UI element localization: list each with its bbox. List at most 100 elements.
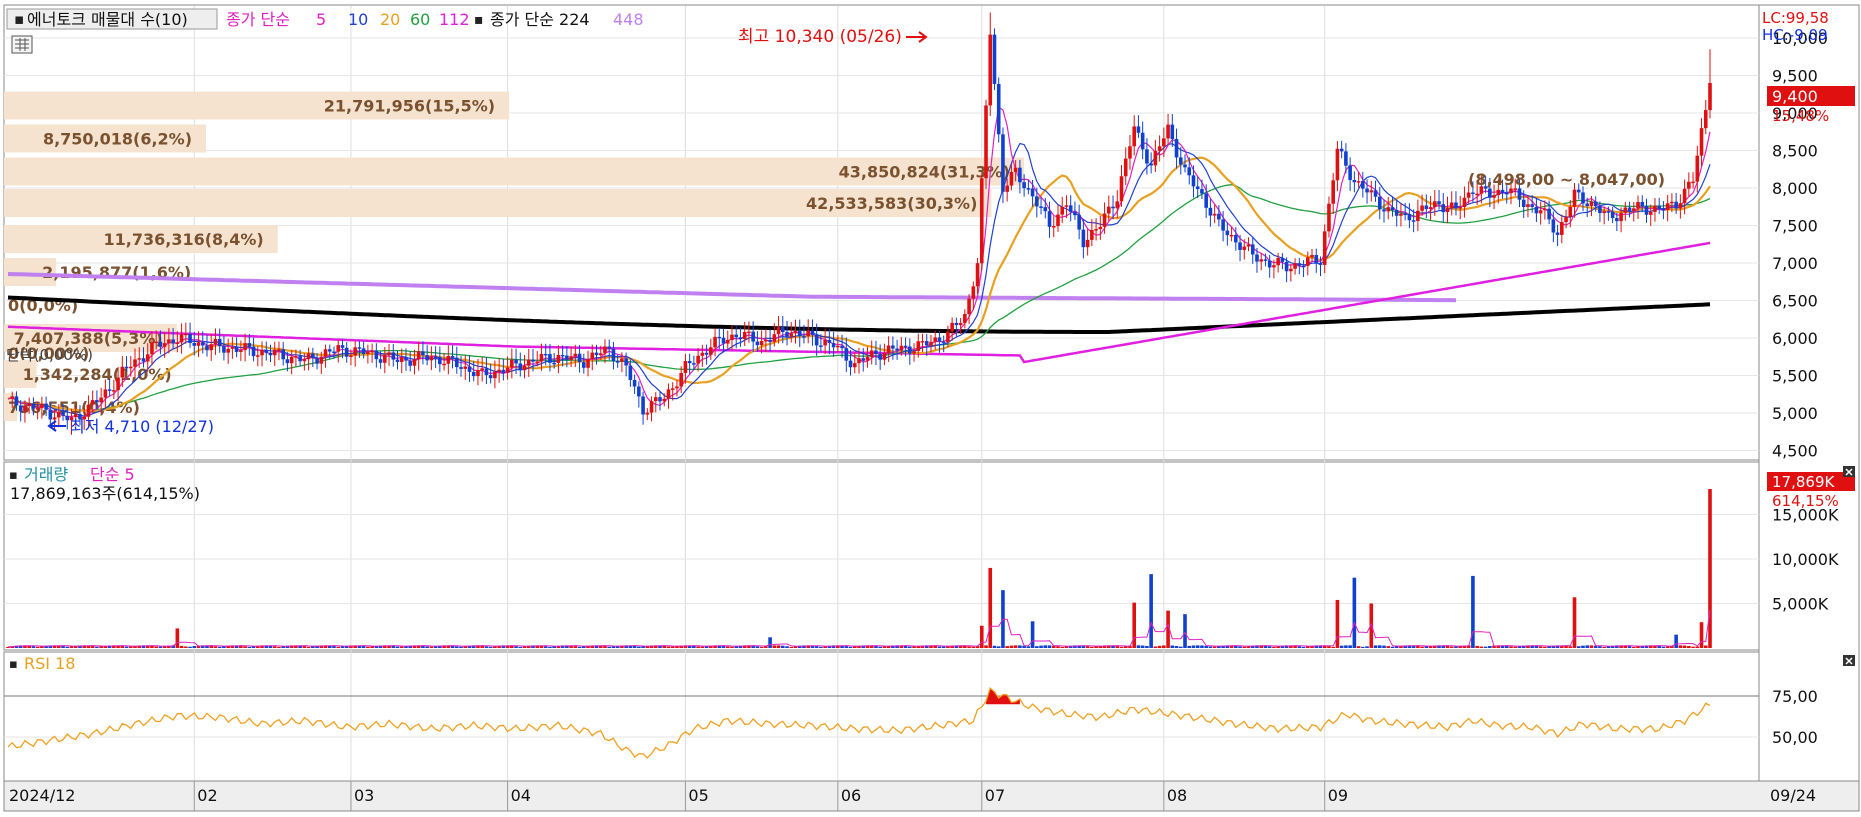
high-annotation: 최고 10,340 (05/26) bbox=[738, 27, 902, 47]
volume-bar bbox=[1581, 645, 1585, 648]
volume-bar bbox=[1234, 645, 1238, 648]
hc-label: HC:-9,09 bbox=[1762, 26, 1828, 44]
candle-body bbox=[569, 356, 573, 360]
candle-body bbox=[1005, 185, 1009, 192]
volume-bar bbox=[1547, 646, 1551, 648]
candle-body bbox=[1682, 188, 1687, 204]
volume-bar bbox=[239, 645, 243, 648]
low-arrow-icon bbox=[47, 420, 66, 432]
candle-body bbox=[806, 330, 810, 337]
volume-bar bbox=[1708, 488, 1712, 648]
volume-bar bbox=[14, 645, 19, 648]
candle-body bbox=[535, 361, 540, 363]
volume-bar bbox=[924, 645, 929, 648]
candle-body bbox=[1674, 201, 1678, 209]
volume-bar bbox=[615, 645, 620, 648]
volume-tick-label: 5,000K bbox=[1772, 595, 1829, 614]
volume-bar bbox=[958, 645, 963, 648]
candle-body bbox=[150, 342, 154, 355]
candle-body bbox=[565, 355, 569, 360]
volume-bar bbox=[1365, 646, 1369, 648]
volume-bar bbox=[196, 645, 201, 648]
volume-bar bbox=[1661, 646, 1666, 648]
volume-bar bbox=[306, 646, 311, 648]
candle-body bbox=[1094, 229, 1098, 231]
candle-body bbox=[954, 322, 959, 326]
volume-checkbox[interactable]: ▪ bbox=[9, 468, 18, 483]
candle-body bbox=[306, 353, 311, 360]
candle-body bbox=[734, 334, 739, 338]
legend-title: 에너토크 매물대 수(10) bbox=[27, 10, 188, 29]
candle-body bbox=[438, 356, 442, 365]
candle-body bbox=[429, 356, 434, 361]
volume-bar bbox=[1462, 645, 1467, 648]
candle-body bbox=[391, 352, 396, 360]
volume-bar bbox=[920, 645, 925, 648]
candle-body bbox=[1598, 206, 1602, 214]
volume-bar bbox=[264, 645, 269, 648]
volume-bar bbox=[480, 645, 484, 648]
candle-body bbox=[1128, 146, 1132, 159]
volume-tick-label: 15,000K bbox=[1772, 506, 1839, 525]
candle-body bbox=[687, 361, 692, 364]
volume-summary: 17,869,163주(614,15%) bbox=[10, 484, 200, 503]
candle-body bbox=[1530, 204, 1534, 207]
candle-body bbox=[294, 356, 298, 358]
legend-ma-112: 112 bbox=[439, 10, 470, 29]
candle-body bbox=[471, 371, 476, 377]
volume-bar bbox=[1310, 645, 1314, 648]
volume-bar bbox=[789, 646, 794, 648]
volume-bar bbox=[184, 646, 188, 648]
candle-body bbox=[975, 263, 980, 287]
volume-bar bbox=[95, 646, 99, 648]
rsi-checkbox[interactable]: ▪ bbox=[9, 657, 18, 672]
volume-profile-label: 43,850,824(31,3%) bbox=[839, 163, 1010, 182]
volume-bar bbox=[1276, 646, 1280, 648]
volume-bar bbox=[1085, 646, 1090, 648]
volume-bar bbox=[1589, 645, 1594, 648]
volume-bar bbox=[1530, 645, 1534, 648]
volume-bar bbox=[141, 645, 146, 648]
volume-bar bbox=[433, 646, 438, 648]
price-tick-label: 7,500 bbox=[1772, 217, 1818, 236]
candle-body bbox=[1191, 175, 1196, 187]
volume-bar bbox=[179, 645, 184, 648]
volume-bar bbox=[366, 646, 370, 648]
volume-bar bbox=[793, 646, 798, 648]
volume-bar bbox=[65, 646, 70, 648]
candle-body bbox=[632, 379, 637, 387]
volume-bar bbox=[1229, 645, 1234, 648]
candle-body bbox=[484, 368, 489, 376]
legend-ma-20: 20 bbox=[380, 10, 400, 29]
volume-bar bbox=[937, 646, 942, 648]
volume-bar bbox=[289, 645, 294, 648]
candle-body bbox=[188, 333, 192, 343]
candle-body bbox=[1560, 222, 1564, 235]
volume-bar bbox=[90, 646, 95, 648]
rsi-tick-label: 50,00 bbox=[1772, 728, 1818, 747]
volume-bar bbox=[607, 646, 612, 648]
candle-body bbox=[1555, 232, 1560, 235]
candle-body bbox=[1500, 189, 1505, 193]
candle-body bbox=[497, 369, 501, 372]
volume-bar bbox=[1200, 645, 1204, 648]
candle-body bbox=[611, 348, 616, 362]
candle-body bbox=[793, 330, 798, 334]
candle-body bbox=[573, 353, 578, 357]
volume-bar bbox=[886, 645, 891, 648]
price-tick-label: 6,000 bbox=[1772, 329, 1818, 348]
volume-profile-label: 42,533,583(30,3%) bbox=[806, 194, 977, 213]
x-axis-label: 04 bbox=[511, 786, 531, 805]
legend-checkbox[interactable]: ▪ bbox=[14, 10, 24, 28]
candle-body bbox=[1517, 188, 1522, 200]
candle-body bbox=[61, 411, 65, 416]
candle-body bbox=[620, 358, 624, 362]
candle-body bbox=[404, 357, 408, 361]
legend-title-box[interactable] bbox=[6, 8, 218, 30]
volume-bar bbox=[954, 645, 959, 648]
candle-body bbox=[370, 350, 374, 353]
legend-checkbox-2[interactable]: ▪ bbox=[474, 12, 484, 28]
candle-body bbox=[1026, 188, 1031, 190]
volume-bar bbox=[738, 645, 743, 648]
